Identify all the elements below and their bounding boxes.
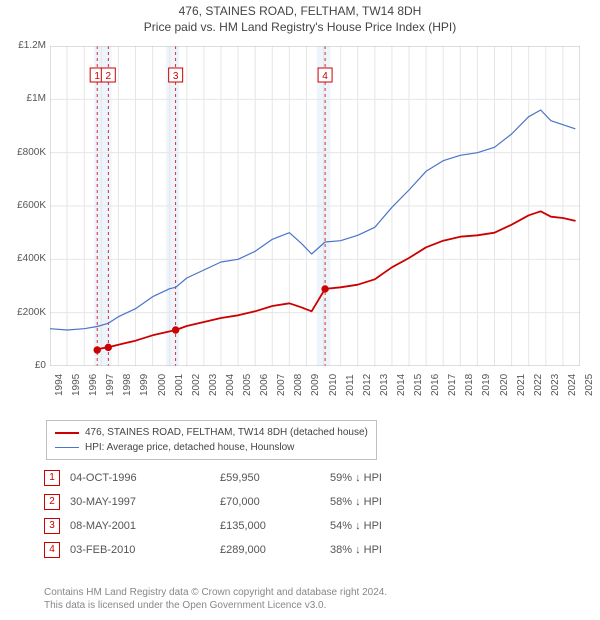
transaction-date: 30-MAY-1997 [70, 490, 220, 514]
transaction-price: £70,000 [220, 490, 330, 514]
chart-svg: 12 3 4 [50, 46, 580, 366]
chart-plot-area: 12 3 4 [50, 46, 580, 366]
x-tick-label: 1998 [122, 374, 133, 396]
x-tick-label: 2023 [550, 374, 561, 396]
transaction-delta: 54% ↓ HPI [330, 514, 392, 538]
svg-text:3: 3 [173, 71, 179, 82]
chart-subtitle: Price paid vs. HM Land Registry's House … [0, 20, 600, 34]
x-tick-label: 2014 [396, 374, 407, 396]
x-tick-label: 2005 [242, 374, 253, 396]
y-tick-label: £600K [2, 200, 46, 211]
x-tick-label: 2003 [208, 374, 219, 396]
transaction-marker: 3 [44, 518, 60, 534]
x-tick-label: 2015 [413, 374, 424, 396]
y-tick-label: £800K [2, 147, 46, 158]
transaction-row: 3 08-MAY-2001£135,00054% ↓ HPI [44, 514, 392, 538]
x-tick-label: 1994 [54, 374, 65, 396]
transaction-delta: 38% ↓ HPI [330, 538, 392, 562]
x-tick-label: 2013 [379, 374, 390, 396]
svg-text:2: 2 [106, 71, 112, 82]
legend-swatch [55, 432, 79, 434]
svg-text:1: 1 [94, 71, 100, 82]
x-tick-label: 2025 [584, 374, 595, 396]
transaction-price: £59,950 [220, 466, 330, 490]
transaction-delta: 59% ↓ HPI [330, 466, 392, 490]
transaction-date: 03-FEB-2010 [70, 538, 220, 562]
transaction-row: 1 04-OCT-1996£59,95059% ↓ HPI [44, 466, 392, 490]
transaction-marker: 2 [44, 494, 60, 510]
x-tick-label: 1995 [71, 374, 82, 396]
x-tick-label: 2000 [157, 374, 168, 396]
attribution-line-2: This data is licensed under the Open Gov… [44, 599, 387, 612]
x-tick-label: 2001 [174, 374, 185, 396]
chart-titles: 476, STAINES ROAD, FELTHAM, TW14 8DH Pri… [0, 0, 600, 34]
x-tick-label: 2009 [310, 374, 321, 396]
chart-title: 476, STAINES ROAD, FELTHAM, TW14 8DH [0, 4, 600, 18]
x-tick-label: 2019 [481, 374, 492, 396]
x-tick-label: 2012 [362, 374, 373, 396]
transaction-marker: 4 [44, 542, 60, 558]
x-tick-label: 2002 [191, 374, 202, 396]
attribution: Contains HM Land Registry data © Crown c… [44, 586, 387, 612]
y-tick-label: £200K [2, 307, 46, 318]
x-tick-label: 2004 [225, 374, 236, 396]
y-tick-label: £1M [2, 93, 46, 104]
transaction-row: 2 30-MAY-1997£70,00058% ↓ HPI [44, 490, 392, 514]
x-tick-label: 1999 [139, 374, 150, 396]
x-tick-label: 2016 [430, 374, 441, 396]
x-tick-label: 2006 [259, 374, 270, 396]
x-tick-label: 2024 [567, 374, 578, 396]
x-tick-label: 2017 [447, 374, 458, 396]
legend-item: 476, STAINES ROAD, FELTHAM, TW14 8DH (de… [55, 425, 368, 440]
transaction-price: £289,000 [220, 538, 330, 562]
transaction-date: 08-MAY-2001 [70, 514, 220, 538]
x-tick-label: 2008 [293, 374, 304, 396]
legend-label: 476, STAINES ROAD, FELTHAM, TW14 8DH (de… [85, 425, 368, 440]
x-tick-label: 1996 [88, 374, 99, 396]
transaction-date: 04-OCT-1996 [70, 466, 220, 490]
transaction-delta: 58% ↓ HPI [330, 490, 392, 514]
transaction-marker: 1 [44, 470, 60, 486]
legend-label: HPI: Average price, detached house, Houn… [85, 440, 294, 455]
y-tick-label: £0 [2, 360, 46, 371]
legend: 476, STAINES ROAD, FELTHAM, TW14 8DH (de… [46, 420, 377, 460]
legend-item: HPI: Average price, detached house, Houn… [55, 440, 368, 455]
x-tick-label: 2022 [533, 374, 544, 396]
svg-text:4: 4 [322, 71, 328, 82]
y-tick-label: £1.2M [2, 40, 46, 51]
x-tick-label: 2021 [516, 374, 527, 396]
x-tick-label: 1997 [105, 374, 116, 396]
transaction-row: 4 03-FEB-2010£289,00038% ↓ HPI [44, 538, 392, 562]
x-tick-label: 2010 [328, 374, 339, 396]
transactions-table: 1 04-OCT-1996£59,95059% ↓ HPI 2 30-MAY-1997… [44, 466, 392, 562]
transaction-price: £135,000 [220, 514, 330, 538]
x-tick-label: 2020 [499, 374, 510, 396]
legend-swatch [55, 447, 79, 448]
x-tick-label: 2007 [276, 374, 287, 396]
attribution-line-1: Contains HM Land Registry data © Crown c… [44, 586, 387, 599]
x-tick-label: 2011 [345, 374, 356, 396]
x-tick-label: 2018 [464, 374, 475, 396]
y-tick-label: £400K [2, 253, 46, 264]
